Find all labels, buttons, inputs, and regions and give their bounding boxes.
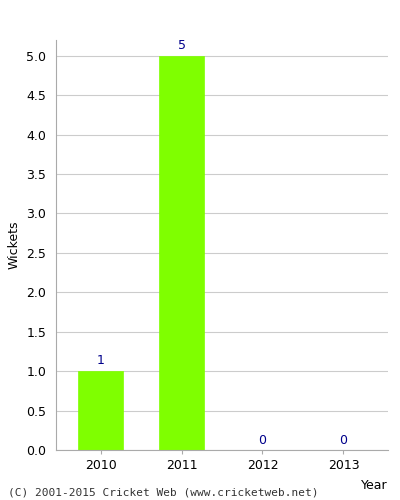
Text: 1: 1 bbox=[96, 354, 104, 367]
Bar bbox=[78, 371, 123, 450]
Y-axis label: Wickets: Wickets bbox=[8, 221, 21, 269]
Text: 0: 0 bbox=[258, 434, 266, 447]
Text: (C) 2001-2015 Cricket Web (www.cricketweb.net): (C) 2001-2015 Cricket Web (www.cricketwe… bbox=[8, 488, 318, 498]
Bar bbox=[159, 56, 204, 450]
Text: Year: Year bbox=[361, 478, 388, 492]
Text: 0: 0 bbox=[340, 434, 348, 447]
Text: 5: 5 bbox=[178, 39, 186, 52]
